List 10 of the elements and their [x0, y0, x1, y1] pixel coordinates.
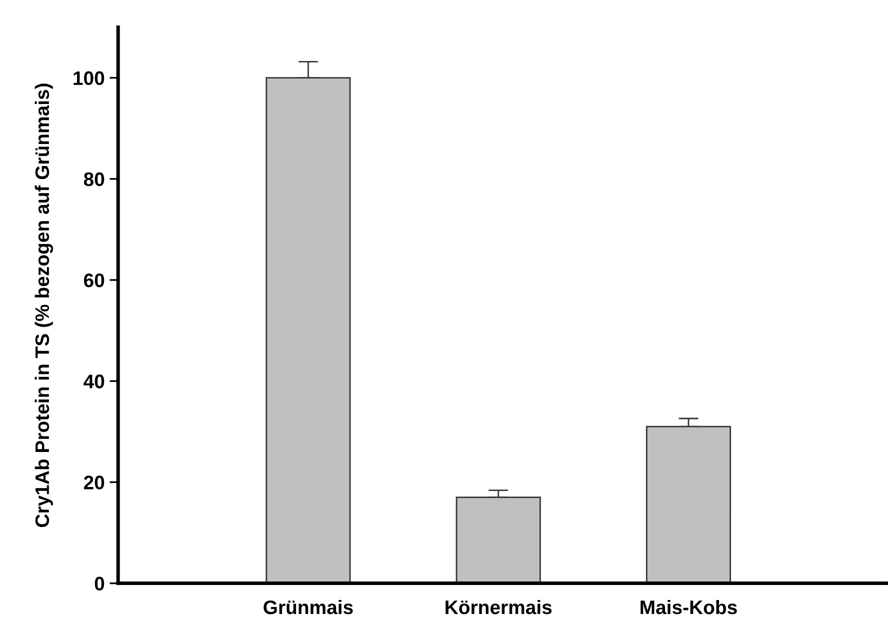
y-tick-label: 100 — [74, 71, 104, 86]
y-axis-title: Cry1Ab Protein in TS (% bezogen auf Grünmais) — [34, 84, 54, 528]
y-tick-label: 0 — [94, 576, 104, 591]
y-tick-label: 40 — [84, 374, 104, 388]
x-tick-label: Körnermais — [446, 600, 552, 614]
x-tick-label: Mais-Kobs — [640, 600, 737, 614]
y-tick-label: 80 — [84, 172, 104, 186]
x-tick-label: Grünmais — [264, 600, 353, 614]
y-tick-label: 20 — [84, 476, 104, 490]
y-tick-label: 60 — [84, 273, 104, 288]
